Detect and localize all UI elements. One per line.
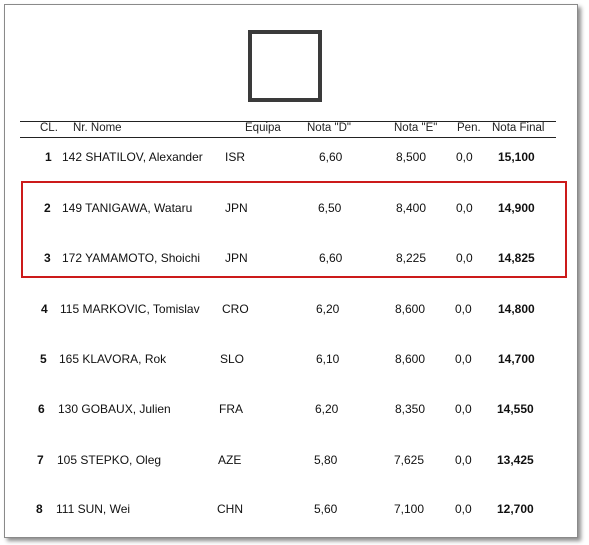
logo-placeholder (248, 30, 322, 102)
cell-nr-nome: 105 STEPKO, Oleg (57, 453, 162, 467)
cell-nota-final: 14,700 (498, 352, 535, 366)
cell-pen: 0,0 (456, 251, 473, 265)
cell-pen: 0,0 (455, 302, 472, 316)
cell-cl: 8 (36, 502, 43, 516)
table-row: 3 172 YAMAMOTO, Shoichi JPN 6,60 8,225 0,0 14,… (5, 251, 577, 271)
table-row: 7 105 STEPKO, Oleg AZE 5,80 7,625 0,0 13,425 (5, 453, 577, 473)
cell-nr-nome: 165 KLAVORA, Rok (59, 352, 167, 366)
table-row: 8 111 SUN, Wei CHN 5,60 7,100 0,0 12,700 (5, 502, 577, 522)
cell-nota-final: 14,550 (497, 402, 534, 416)
cell-nr-nome: 142 SHATILOV, Alexander (62, 150, 203, 164)
cell-cl: 4 (41, 302, 48, 316)
cell-cl: 5 (40, 352, 47, 366)
cell-nota-e: 8,400 (396, 201, 427, 215)
results-document: CL. Nr. Nome Equipa Nota "D" Nota "E" Pe… (4, 4, 578, 538)
cell-nota-e: 8,225 (396, 251, 427, 265)
cell-cl: 3 (44, 251, 51, 265)
cell-cl: 6 (38, 402, 45, 416)
cell-nota-final: 15,100 (498, 150, 535, 164)
cell-nota-final: 14,825 (498, 251, 535, 265)
header-equipa: Equipa (245, 122, 281, 134)
cell-nr-nome: 111 SUN, Wei (56, 502, 131, 516)
table-row: 6 130 GOBAUX, Julien FRA 6,20 8,350 0,0 14,550 (5, 402, 577, 422)
cell-pen: 0,0 (455, 352, 472, 366)
cell-nr-nome: 130 GOBAUX, Julien (58, 402, 171, 416)
header-nota-e: Nota "E" (394, 122, 438, 134)
header-nota-final: Nota Final (492, 122, 545, 134)
cell-nota-d: 6,20 (315, 402, 339, 416)
cell-equipa: CRO (222, 302, 249, 316)
cell-cl: 1 (45, 150, 52, 164)
cell-cl: 2 (44, 201, 51, 215)
table-header: CL. Nr. Nome Equipa Nota "D" Nota "E" Pe… (20, 121, 556, 138)
cell-equipa: AZE (218, 453, 242, 467)
table-row: 1 142 SHATILOV, Alexander ISR 6,60 8,500 0,0 1… (5, 150, 577, 170)
highlight-box (21, 181, 567, 278)
cell-nr-nome: 172 YAMAMOTO, Shoichi (62, 251, 201, 265)
cell-nota-final: 14,800 (498, 302, 535, 316)
cell-nota-d: 6,50 (318, 201, 342, 215)
cell-equipa: CHN (217, 502, 243, 516)
cell-equipa: SLO (220, 352, 245, 366)
cell-cl: 7 (37, 453, 44, 467)
table-row: 2 149 TANIGAWA, Wataru JPN 6,50 8,400 0,0 14,9… (5, 201, 577, 221)
cell-equipa: ISR (225, 150, 246, 164)
table-row: 5 165 KLAVORA, Rok SLO 6,10 8,600 0,0 14,700 (5, 352, 577, 372)
cell-nr-nome: 115 MARKOVIC, Tomislav (60, 302, 200, 316)
table-row: 4 115 MARKOVIC, Tomislav CRO 6,20 8,600 0,0 14… (5, 302, 577, 322)
cell-nota-e: 8,500 (396, 150, 427, 164)
cell-nota-final: 13,425 (497, 453, 534, 467)
cell-pen: 0,0 (455, 453, 472, 467)
cell-nota-e: 7,100 (394, 502, 425, 516)
cell-nota-d: 6,20 (316, 302, 340, 316)
cell-nota-final: 12,700 (497, 502, 534, 516)
cell-equipa: JPN (225, 251, 248, 265)
cell-nr-nome: 149 TANIGAWA, Wataru (62, 201, 193, 215)
cell-nota-d: 6,60 (319, 150, 343, 164)
cell-pen: 0,0 (456, 201, 473, 215)
cell-nota-d: 6,60 (319, 251, 343, 265)
cell-equipa: FRA (219, 402, 243, 416)
cell-nota-e: 7,625 (394, 453, 425, 467)
cell-equipa: JPN (225, 201, 248, 215)
cell-nota-e: 8,600 (395, 352, 426, 366)
header-nr-nome: Nr. Nome (73, 122, 122, 134)
cell-nota-d: 5,80 (314, 453, 338, 467)
cell-nota-e: 8,350 (395, 402, 426, 416)
cell-nota-d: 5,60 (314, 502, 338, 516)
cell-pen: 0,0 (455, 402, 472, 416)
cell-pen: 0,0 (455, 502, 472, 516)
header-pen: Pen. (457, 122, 481, 134)
cell-nota-e: 8,600 (395, 302, 426, 316)
cell-nota-final: 14,900 (498, 201, 535, 215)
cell-nota-d: 6,10 (316, 352, 340, 366)
cell-pen: 0,0 (456, 150, 473, 164)
header-cl: CL. (40, 122, 58, 134)
header-nota-d: Nota "D" (307, 122, 351, 134)
